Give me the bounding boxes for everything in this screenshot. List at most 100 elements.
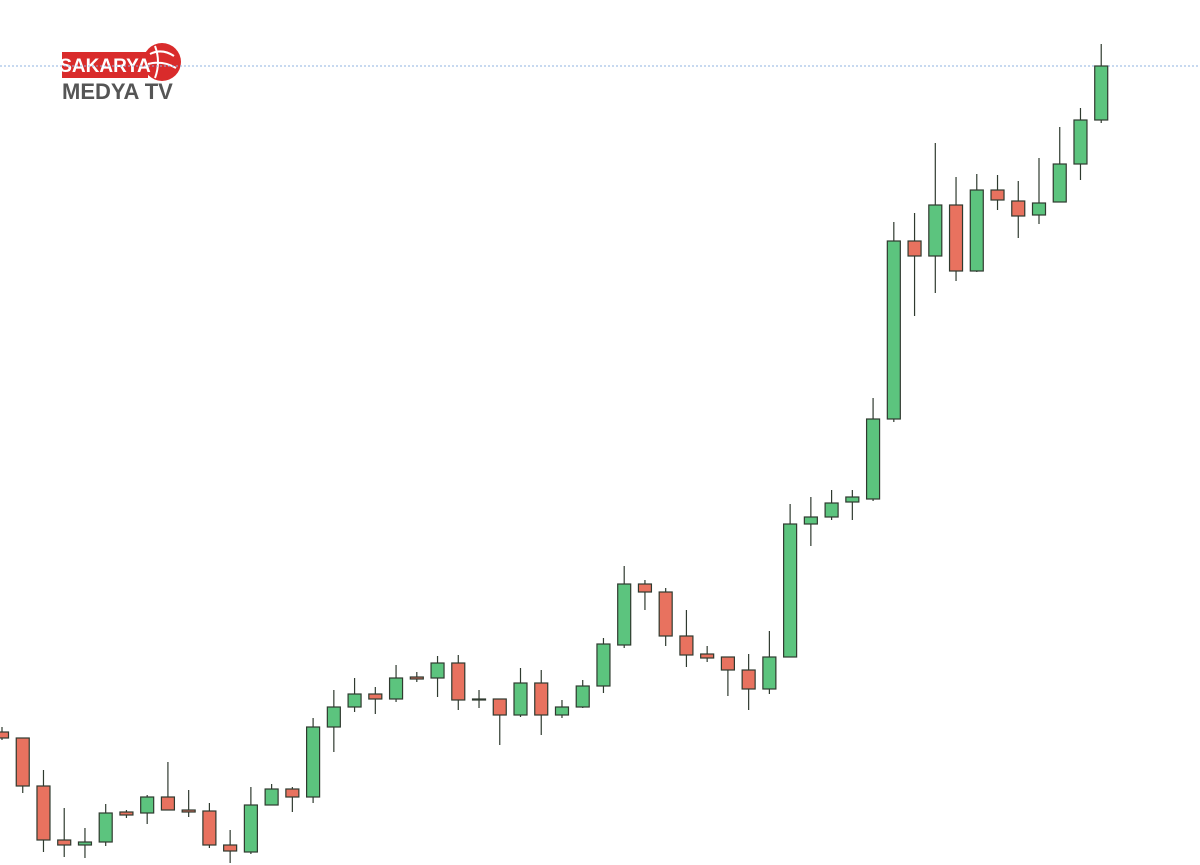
- candle: [119, 810, 134, 818]
- candle: [907, 213, 922, 316]
- candle-body: [741, 669, 756, 690]
- candle-body: [368, 693, 383, 700]
- candle: [368, 687, 383, 714]
- candle-body: [865, 418, 881, 500]
- candle-body: [845, 496, 860, 503]
- candle: [720, 656, 736, 696]
- candle-body: [783, 523, 798, 658]
- candle-body: [15, 737, 30, 787]
- candle-body: [990, 189, 1005, 201]
- candle-body: [409, 676, 424, 680]
- candle: [824, 490, 839, 520]
- candle-body: [140, 796, 155, 814]
- candle: [845, 490, 860, 520]
- candle-body: [1031, 202, 1047, 216]
- candle: [1031, 158, 1047, 224]
- candle-body: [637, 583, 653, 593]
- candle: [57, 808, 72, 857]
- candle-body: [451, 662, 466, 701]
- candle-body: [928, 204, 943, 257]
- candle-body: [824, 502, 839, 518]
- candle-body: [886, 240, 901, 420]
- candle-body: [77, 841, 93, 846]
- candle: [451, 655, 466, 710]
- candle: [15, 737, 30, 793]
- candle: [803, 497, 818, 546]
- candle-body: [513, 682, 528, 716]
- candle: [285, 787, 300, 812]
- candle: [596, 638, 611, 693]
- candle-body: [617, 583, 632, 646]
- candle-body: [554, 706, 570, 716]
- candle: [969, 174, 984, 272]
- logo-box: [62, 52, 148, 78]
- candle-body: [1073, 119, 1088, 165]
- candle-body: [720, 656, 736, 671]
- candle: [1052, 127, 1067, 203]
- candle-body: [430, 662, 445, 679]
- candle: [679, 610, 694, 667]
- candle-body: [243, 804, 258, 853]
- candle: [658, 588, 673, 646]
- candle: [534, 670, 549, 735]
- candle: [430, 656, 445, 697]
- candle-body: [160, 796, 176, 811]
- candle: [181, 790, 196, 817]
- candle: [617, 566, 632, 648]
- candle-body: [306, 726, 321, 798]
- candle: [1011, 181, 1026, 238]
- candle-body: [0, 731, 10, 739]
- candle: [202, 803, 217, 848]
- candle-body: [969, 189, 984, 272]
- candle: [77, 828, 93, 858]
- candle-body: [471, 698, 487, 701]
- candle: [0, 727, 10, 740]
- candle: [1073, 108, 1088, 180]
- candle: [409, 672, 424, 682]
- candle-body: [119, 811, 134, 816]
- logo-globe-lines: [147, 45, 177, 79]
- candle-body: [575, 685, 590, 708]
- candle-body: [803, 516, 818, 525]
- candle: [513, 668, 528, 717]
- candle-body: [347, 693, 362, 708]
- candle: [140, 795, 155, 824]
- candle-body: [948, 204, 964, 272]
- candle: [326, 690, 341, 752]
- candle: [306, 718, 321, 803]
- candle: [388, 665, 404, 702]
- candle: [554, 700, 570, 718]
- candle-body: [658, 591, 673, 637]
- candle-body: [679, 635, 694, 656]
- candle: [637, 580, 653, 610]
- candle: [471, 690, 487, 708]
- candle: [160, 762, 176, 811]
- candle: [783, 504, 798, 658]
- logo-bottom: MEDYA TV: [62, 79, 173, 104]
- candle-body: [1094, 65, 1109, 121]
- candle: [98, 804, 113, 846]
- candle-body: [907, 240, 922, 257]
- candle-body: [57, 839, 72, 846]
- candle-body: [36, 785, 51, 841]
- candle: [948, 177, 964, 281]
- candle: [492, 698, 507, 745]
- candle: [1094, 44, 1109, 123]
- candle: [347, 678, 362, 712]
- candle-body: [492, 698, 507, 716]
- candle: [928, 143, 943, 293]
- candle: [741, 654, 756, 710]
- candle-body: [596, 643, 611, 687]
- candle: [990, 175, 1005, 210]
- candle: [243, 787, 258, 854]
- candle: [264, 784, 279, 806]
- candle: [223, 830, 238, 863]
- candle-body: [181, 809, 196, 813]
- candle-body: [285, 788, 300, 798]
- candle-body: [1011, 200, 1026, 217]
- candle: [575, 680, 590, 708]
- candle-body: [762, 656, 777, 690]
- candle: [865, 398, 881, 501]
- candle-body: [223, 844, 238, 852]
- candle: [36, 770, 51, 852]
